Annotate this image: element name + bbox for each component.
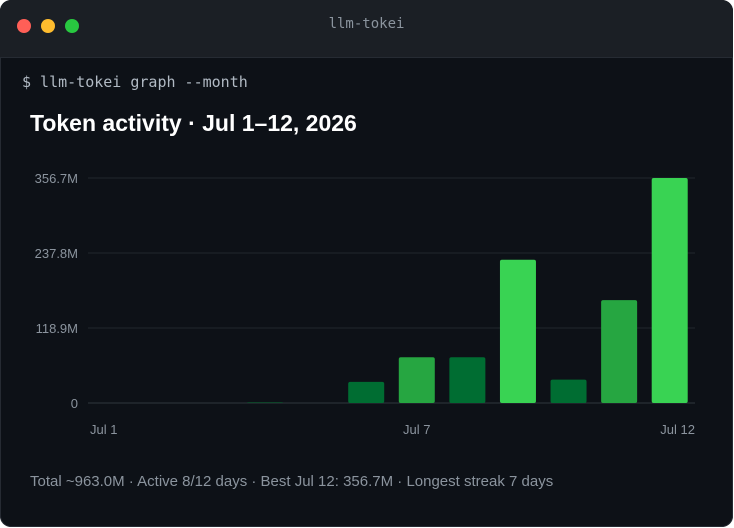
title-bar: llm-tokei <box>0 0 733 58</box>
summary-line: Total ~963.0M · Active 8/12 days · Best … <box>30 473 554 490</box>
bar <box>499 259 536 403</box>
x-tick-label: Jul 1 <box>90 422 117 437</box>
bar <box>449 357 486 403</box>
bar <box>247 402 284 403</box>
y-tick-label: 356.7M <box>35 171 78 186</box>
maximize-window-button[interactable] <box>65 19 79 33</box>
bar <box>651 178 688 403</box>
x-tick-label: Jul 7 <box>403 422 430 437</box>
bar <box>348 381 385 403</box>
bar <box>398 357 435 403</box>
close-window-button[interactable] <box>17 19 31 33</box>
bar <box>550 379 587 403</box>
minimize-window-button[interactable] <box>41 19 55 33</box>
x-tick-label: Jul 12 <box>660 422 695 437</box>
y-tick-label: 237.8M <box>35 246 78 261</box>
y-tick-label: 118.9M <box>36 321 78 336</box>
y-tick-label: 0 <box>71 396 78 411</box>
chart-title: Token activity · Jul 1–12, 2026 <box>30 110 357 136</box>
window-title: llm-tokei <box>328 16 405 32</box>
command-line: $ llm-tokei graph --month <box>22 73 248 91</box>
bar <box>601 300 638 403</box>
